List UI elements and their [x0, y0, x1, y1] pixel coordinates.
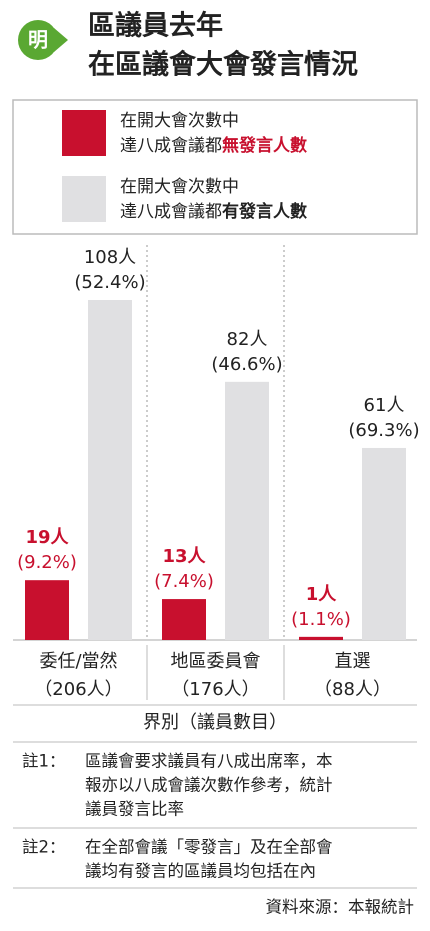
value-label: 82人 [227, 329, 268, 350]
percent-label: (46.6%) [211, 354, 282, 375]
chart-title: 在區議會大會發言情況 [88, 49, 358, 81]
legend-label: 達八成會議都 [120, 136, 222, 156]
legend-swatch [62, 176, 106, 222]
bar [162, 599, 206, 640]
note-text: 議員發言比率 [85, 800, 184, 819]
percent-label: (69.3%) [348, 420, 419, 441]
percent-label: (1.1%) [291, 609, 351, 630]
percent-label: (7.4%) [154, 571, 214, 592]
chart-title: 區議員去年 [88, 10, 223, 42]
note-text: 在全部會議「零發言」及在全部會 [85, 838, 333, 857]
legend-box [12, 99, 418, 235]
note-text: 報亦以八成會議次數作參考，統計 [85, 776, 333, 795]
percent-label: (52.4%) [74, 272, 145, 293]
legend-label: 達八成會議都無發言人數 [120, 135, 307, 156]
legend-emphasis: 有發言人數 [222, 201, 307, 222]
x-tick-label: 委任/當然 [39, 651, 117, 672]
x-tick-label: 直選 [335, 651, 371, 672]
legend-label: 在開大會次數中 [120, 177, 239, 197]
legend-label: 在開大會次數中 [120, 111, 239, 131]
note-label: 註2： [22, 838, 66, 857]
value-label: 19人 [25, 527, 69, 548]
logo-circle [18, 20, 58, 60]
x-tick-label: （176人） [171, 679, 259, 700]
note-text: 議均有發言的區議員均包括在內 [85, 862, 316, 881]
x-tick-label: 地區委員會 [171, 651, 261, 672]
x-tick-label: （88人） [314, 679, 391, 700]
source: 資料來源：本報統計 [266, 898, 415, 917]
value-label: 61人 [364, 395, 405, 416]
logo: 明 [28, 28, 48, 52]
bar [362, 447, 406, 640]
legend-swatch [62, 110, 106, 156]
bar [25, 580, 69, 640]
percent-label: (9.2%) [17, 552, 77, 573]
value-label: 1人 [306, 584, 338, 605]
legend-label: 達八成會議都有發言人數 [120, 201, 307, 222]
x-tick-label: （206人） [34, 679, 122, 700]
legend-label: 達八成會議都 [120, 202, 222, 222]
legend-emphasis: 無發言人數 [222, 135, 307, 156]
value-label: 108人 [84, 247, 136, 268]
bar [299, 636, 343, 640]
bar [88, 300, 132, 640]
note-label: 註1： [22, 752, 66, 771]
bar [225, 381, 269, 640]
value-label: 13人 [162, 546, 206, 567]
logo-arrow [54, 28, 68, 52]
x-axis-title: 界別（議員數目） [143, 712, 287, 733]
note-text: 區議會要求議員有八成出席率，本 [85, 752, 333, 771]
